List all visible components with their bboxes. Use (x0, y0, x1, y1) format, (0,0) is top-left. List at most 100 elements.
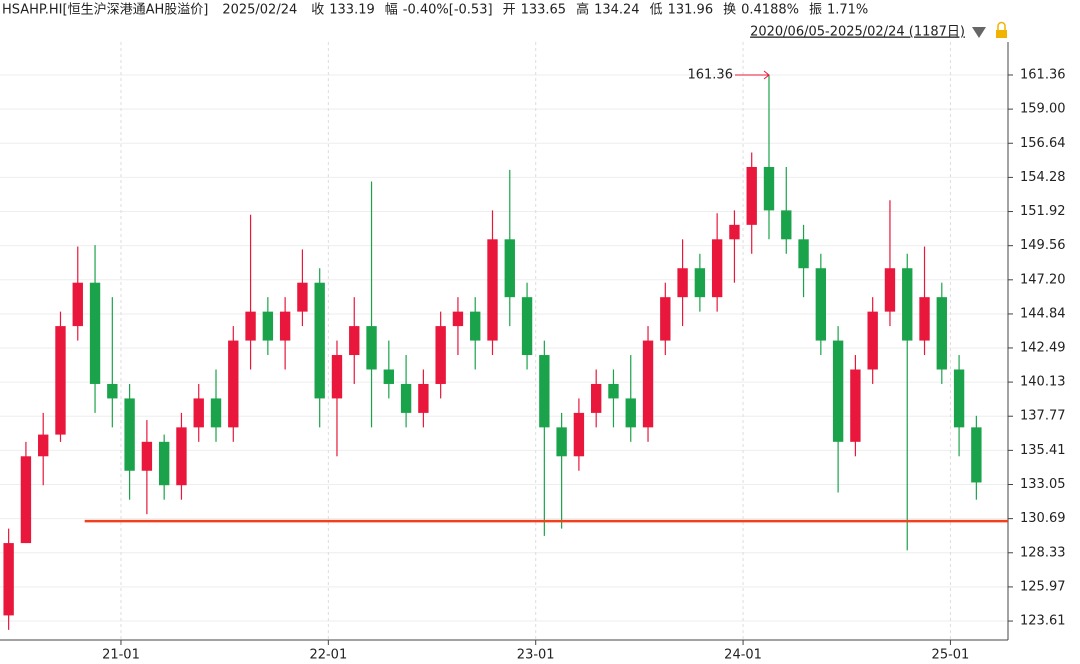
candle-body (625, 398, 636, 428)
header-text: 133.19 (329, 3, 375, 18)
x-tick-label: 25-01 (932, 648, 970, 663)
candle-body (815, 268, 827, 341)
candle-body (435, 326, 446, 384)
y-tick-label: 144.84 (1020, 306, 1066, 321)
candle-body (694, 268, 706, 298)
y-tick-label: 123.61 (1020, 614, 1066, 629)
header-text: 134.24 (594, 3, 640, 18)
header-text: 收 (311, 3, 324, 18)
x-tick-label: 21-01 (102, 648, 140, 663)
candle-body (141, 441, 153, 471)
candle-body (89, 282, 101, 384)
candle-body (349, 326, 360, 356)
candle-body (20, 456, 32, 544)
candle-body (452, 311, 464, 327)
header-text: 开 (503, 3, 516, 18)
y-tick-label: 147.20 (1020, 272, 1066, 287)
candle-body (867, 311, 878, 370)
candle-body (314, 282, 325, 399)
candle-body (383, 369, 394, 384)
candle-body (521, 297, 533, 356)
y-tick-label: 125.97 (1020, 579, 1066, 594)
x-tick-label: 22-01 (309, 648, 347, 663)
candle-body (832, 340, 844, 442)
candle-body (711, 239, 723, 298)
candle-body (38, 434, 49, 457)
candle-body (176, 427, 187, 486)
candle-body (573, 412, 585, 457)
y-tick-label: 142.49 (1020, 340, 1066, 355)
candle-body (418, 383, 429, 413)
header-text: 换 (723, 3, 736, 18)
y-tick-label: 149.56 (1020, 238, 1066, 253)
candle-body (55, 326, 66, 435)
y-tick-label: 135.41 (1020, 443, 1066, 458)
annotation-arrow (734, 70, 770, 80)
candle-body (3, 543, 14, 616)
candle-body (504, 239, 515, 298)
x-tick-label: 24-01 (724, 648, 762, 663)
candle-body (971, 427, 982, 483)
header-text: 2025/02/24 (222, 3, 297, 18)
candle-body (677, 268, 688, 298)
candle-body (798, 239, 809, 269)
candle-body (850, 369, 861, 442)
candle-body (953, 369, 965, 428)
candle-body (936, 297, 947, 370)
candle-body (262, 311, 274, 341)
y-tick-label: 161.36 (1020, 67, 1066, 82)
y-tick-label: 140.13 (1020, 375, 1066, 390)
candle-body (228, 340, 239, 428)
candle-body (210, 398, 222, 428)
candle-body (279, 311, 291, 341)
candle-body (884, 268, 896, 312)
header-text: 0.4188% (741, 3, 799, 18)
x-tick-label: 23-01 (517, 648, 555, 663)
candle-body (902, 268, 913, 341)
y-tick-label: 128.33 (1020, 545, 1066, 560)
header-text: 振 (809, 3, 822, 18)
candle-body (158, 441, 170, 486)
annotation-label: 161.36 (687, 67, 733, 82)
y-tick-label: 151.92 (1020, 204, 1066, 219)
candle-body (400, 383, 412, 413)
lock-icon[interactable] (996, 30, 1007, 38)
y-tick-label: 159.00 (1020, 102, 1066, 117)
candle-body (245, 311, 256, 341)
candle-body (746, 166, 757, 225)
header-text: -0.40%[-0.53] (403, 3, 493, 18)
header-text: HSAHP.HI[恒生沪深港通AH股溢价] (2, 2, 208, 18)
candle-body (781, 210, 792, 240)
candle-body (591, 383, 602, 413)
header-text: 高 (576, 2, 589, 18)
header-text: 幅 (385, 3, 398, 18)
header-text: 133.65 (521, 3, 567, 18)
candle-body (470, 311, 481, 341)
range-label[interactable]: 2020/06/05-2025/02/24 (1187日) (750, 25, 965, 40)
candle-body (72, 282, 83, 327)
y-tick-label: 133.05 (1020, 477, 1066, 492)
dropdown-icon[interactable] (972, 27, 986, 38)
candle-body (919, 297, 930, 341)
candle-body (539, 355, 550, 428)
y-tick-label: 137.77 (1020, 409, 1066, 424)
y-tick-label: 156.64 (1020, 136, 1066, 151)
header-text: 低 (650, 3, 663, 18)
candle-body (729, 224, 740, 240)
candle-body (556, 427, 567, 457)
candle-body (366, 326, 377, 370)
candle-body (193, 398, 204, 428)
lock-icon-shackle (997, 21, 1006, 30)
candle-body (763, 166, 775, 211)
candle-body (331, 355, 343, 399)
y-tick-label: 154.28 (1020, 170, 1066, 185)
header-text: 1.71% (827, 3, 868, 18)
candle-body (487, 239, 498, 341)
candle-body (660, 297, 671, 341)
candle-body (608, 383, 619, 399)
candle-body (107, 383, 118, 399)
y-tick-label: 130.69 (1020, 511, 1066, 526)
candle-body (124, 398, 135, 471)
candle-body (297, 282, 308, 312)
